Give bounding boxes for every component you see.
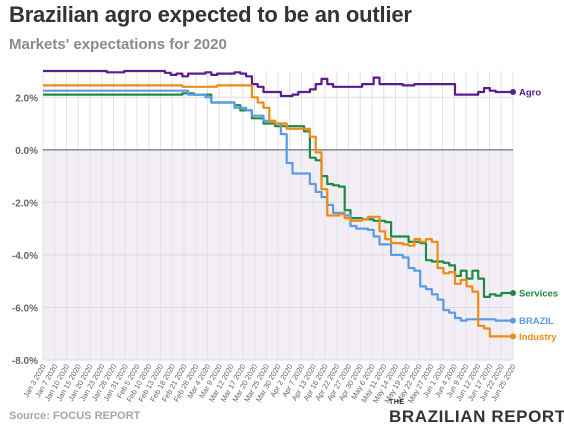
- series-lines: [43, 69, 516, 340]
- series-line: [43, 89, 513, 322]
- y-tick-label: -6.0%: [12, 303, 38, 314]
- series-label: BRAZIL: [519, 316, 554, 327]
- y-tick-label: -8.0%: [12, 356, 38, 367]
- y-tick-label: -2.0%: [12, 198, 38, 209]
- brand-logo-main: BRAZILIAN REPORT: [389, 407, 564, 426]
- y-tick-label: 2.0%: [15, 93, 38, 104]
- chart-subtitle: Markets' expectations for 2020: [9, 36, 227, 53]
- chart-title: Brazilian agro expected to be an outlier: [9, 2, 412, 27]
- series-end-marker: [510, 290, 516, 297]
- series-end-marker: [510, 89, 516, 96]
- series-end-marker: [510, 333, 516, 340]
- series-end-marker: [510, 317, 516, 324]
- source-note: Source: FOCUS REPORT: [9, 410, 141, 422]
- brand-logo: THE BRAZILIAN REPORT: [389, 399, 564, 427]
- y-tick-label: 0.0%: [15, 146, 38, 157]
- series-line: [43, 84, 513, 338]
- series-labels: Agro Services BRAZIL Industry: [519, 88, 558, 343]
- series-line: [43, 69, 513, 98]
- y-tick-label: -4.0%: [12, 251, 38, 262]
- gridlines: [42, 71, 514, 361]
- series-label: Industry: [519, 332, 557, 343]
- series-label: Services: [519, 289, 558, 300]
- brand-logo-top: THE: [389, 399, 405, 406]
- series-label: Agro: [519, 88, 541, 99]
